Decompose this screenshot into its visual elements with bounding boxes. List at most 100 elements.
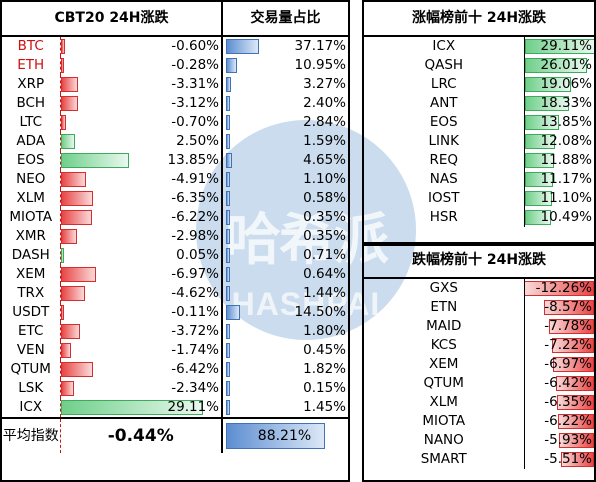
share-cell: 1.45% xyxy=(221,398,348,418)
coin-name: ICX xyxy=(432,38,456,54)
list-item: HSR 10.49% xyxy=(364,208,595,227)
change-value: 13.85% xyxy=(540,114,593,130)
share-cell: 0.35% xyxy=(221,227,348,246)
coin-name: LRC xyxy=(430,76,457,92)
loss-bar xyxy=(556,376,595,391)
change-cell: -6.42% xyxy=(523,374,595,393)
change-value: -6.97% xyxy=(544,356,593,372)
coin-name: EOS xyxy=(16,152,45,168)
coin-name: XLM xyxy=(429,394,458,410)
list-item: NANO -5.93% xyxy=(364,431,595,450)
change-cell: -5.93% xyxy=(523,431,595,450)
cbt20-title: CBT20 24H涨跌 xyxy=(2,2,222,37)
change-value: -3.31% xyxy=(171,76,219,92)
list-item: QTUM -6.42% xyxy=(364,374,595,393)
coin-name: MIOTA xyxy=(422,413,466,429)
loss-bar xyxy=(557,414,595,429)
change-value: -0.60% xyxy=(171,38,219,54)
list-item: LRC 19.06% xyxy=(364,75,595,94)
change-value: -6.35% xyxy=(171,190,219,206)
coin-name: ICX xyxy=(19,399,43,415)
loss-bar xyxy=(61,324,81,339)
loss-bar xyxy=(61,362,94,377)
cbt20-panel: CBT20 24H涨跌 交易量占比 BTC -0.60% 37.17% ETH -0.2… xyxy=(0,0,350,482)
coin-name: LSK xyxy=(18,380,44,396)
avg-change: -0.44% xyxy=(59,417,222,453)
loss-bar xyxy=(61,39,66,54)
list-item: REQ 11.88% xyxy=(364,151,595,170)
share-bar xyxy=(226,324,230,339)
coin-name: GXS xyxy=(429,280,458,296)
change-value: -6.22% xyxy=(171,209,219,225)
share-value: 0.35% xyxy=(303,209,346,225)
change-value: -3.12% xyxy=(171,95,219,111)
share-value: 0.71% xyxy=(303,247,346,263)
coin-name: NAS xyxy=(429,171,458,187)
coin-name: NANO xyxy=(423,432,464,448)
loss-bar xyxy=(61,286,85,301)
change-value: 18.33% xyxy=(540,95,593,111)
coin-name: ETN xyxy=(430,299,458,315)
share-value: 1.80% xyxy=(303,323,346,339)
loss-bar xyxy=(553,357,595,372)
share-value: 1.45% xyxy=(303,399,346,415)
change-value: -7.78% xyxy=(544,318,593,334)
change-value: -12.26% xyxy=(535,280,593,296)
loss-bar xyxy=(61,172,87,187)
loss-bar xyxy=(551,338,595,353)
share-bar xyxy=(226,115,231,130)
change-cell: 13.85% xyxy=(59,151,222,170)
list-item: NAS 11.17% xyxy=(364,170,595,189)
share-value: 1.82% xyxy=(303,361,346,377)
share-value: 10.95% xyxy=(294,57,346,73)
change-value: -6.22% xyxy=(544,413,593,429)
loss-bar xyxy=(61,191,94,206)
change-value: 19.06% xyxy=(540,76,593,92)
gain-bar xyxy=(61,400,203,415)
table-row: XEM -6.97% 0.64% xyxy=(2,265,348,284)
change-value: 10.49% xyxy=(540,209,593,225)
change-cell: -6.22% xyxy=(59,208,222,227)
share-cell: 4.65% xyxy=(221,151,348,170)
change-value: 11.10% xyxy=(540,190,593,206)
table-row: USDT -0.11% 14.50% xyxy=(2,303,348,322)
change-cell: 2.50% xyxy=(59,132,222,151)
gain-bar xyxy=(61,248,64,263)
list-item: IOST 11.10% xyxy=(364,189,595,208)
table-row: TRX -4.62% 1.44% xyxy=(2,284,348,303)
table-row: NEO -4.91% 1.10% xyxy=(2,170,348,189)
share-cell: 0.45% xyxy=(221,341,348,360)
share-cell: 0.15% xyxy=(221,379,348,398)
share-bar xyxy=(226,343,230,358)
coin-name: IOST xyxy=(428,190,460,206)
change-value: 0.05% xyxy=(176,247,219,263)
loss-bar xyxy=(61,381,74,396)
change-cell: -6.42% xyxy=(59,360,222,379)
coin-name: MAID xyxy=(426,318,462,334)
change-cell: 10.49% xyxy=(523,208,595,227)
share-bar xyxy=(226,191,230,206)
change-value: -4.91% xyxy=(171,171,219,187)
avg-share: 88.21% xyxy=(221,417,348,453)
change-value: -0.70% xyxy=(171,114,219,130)
share-cell: 1.44% xyxy=(221,284,348,303)
change-cell: -6.97% xyxy=(523,355,595,374)
gain-bar xyxy=(525,210,551,225)
share-bar xyxy=(226,134,230,149)
change-cell: 19.06% xyxy=(523,75,595,94)
change-cell: 26.01% xyxy=(523,56,595,75)
share-value: 0.15% xyxy=(303,380,346,396)
change-cell: 13.85% xyxy=(523,113,595,132)
change-cell: 12.08% xyxy=(523,132,595,151)
share-value: 4.65% xyxy=(303,152,346,168)
coin-name: BTC xyxy=(17,38,44,54)
loss-bar xyxy=(548,319,595,334)
share-bar xyxy=(226,400,230,415)
change-cell: 11.88% xyxy=(523,151,595,170)
share-cell: 1.82% xyxy=(221,360,348,379)
change-value: 11.17% xyxy=(540,171,593,187)
share-cell: 14.50% xyxy=(221,303,348,322)
gainers-table: 涨幅榜前十 24H涨跌 ICX 29.11% QASH 26.01% LRC 19.06%… xyxy=(364,2,595,227)
change-cell: -3.31% xyxy=(59,75,222,94)
change-value: -6.35% xyxy=(544,394,593,410)
